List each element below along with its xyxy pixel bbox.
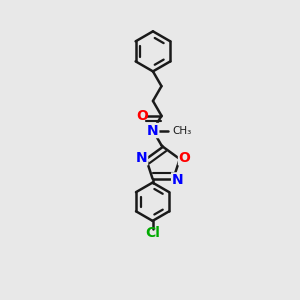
Text: N: N	[172, 173, 183, 187]
Text: CH₃: CH₃	[173, 125, 192, 136]
Text: N: N	[136, 151, 148, 165]
Text: O: O	[178, 151, 190, 165]
Text: Cl: Cl	[145, 226, 160, 240]
Text: N: N	[147, 124, 159, 137]
Text: O: O	[136, 109, 148, 123]
